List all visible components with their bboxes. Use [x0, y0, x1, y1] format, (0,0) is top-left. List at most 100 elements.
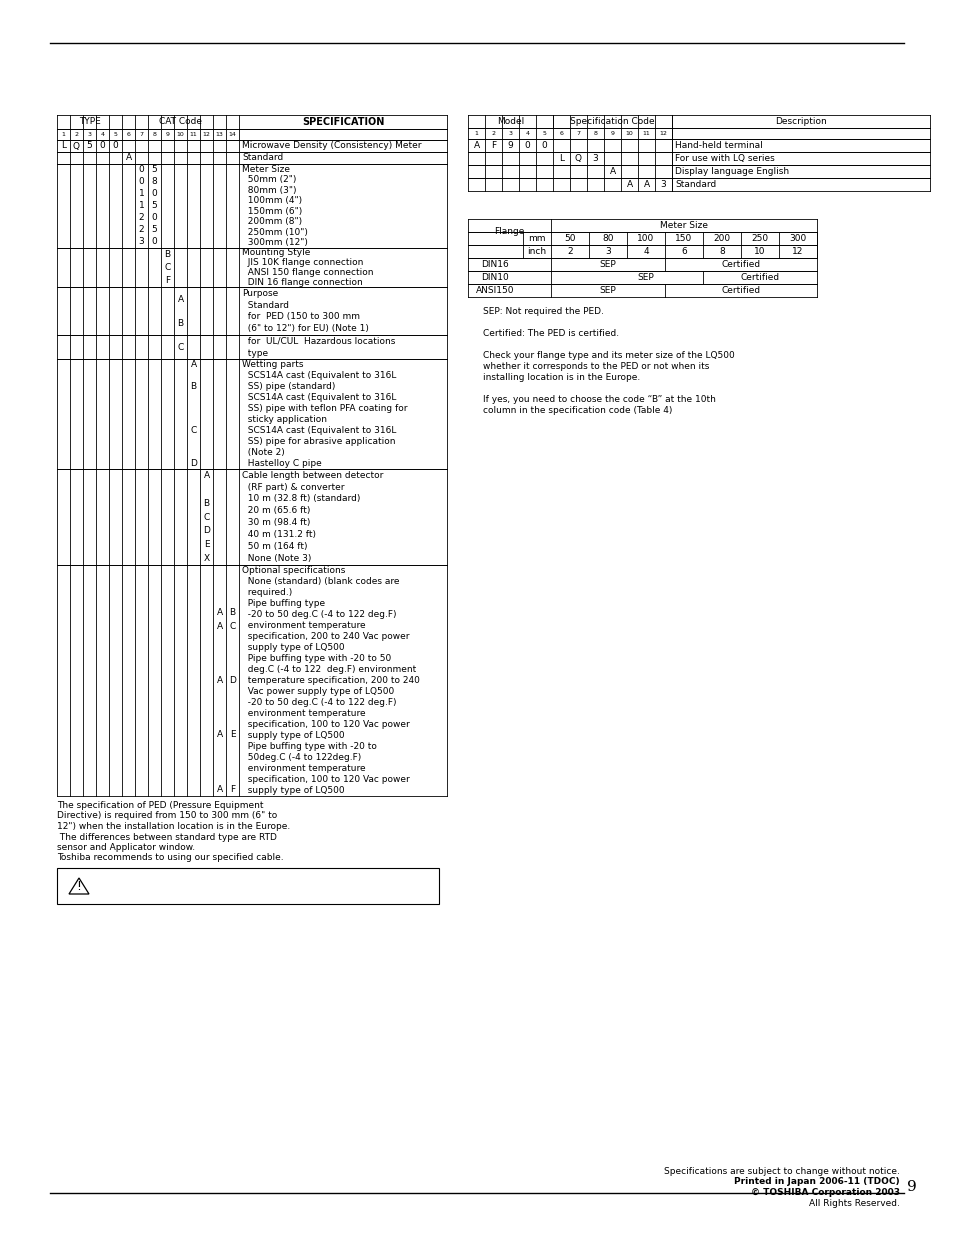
- Text: required.): required.): [242, 588, 292, 597]
- Text: SEP: SEP: [599, 287, 616, 295]
- Text: specification, 200 to 240 Vac power: specification, 200 to 240 Vac power: [242, 632, 409, 641]
- Text: A: A: [642, 180, 649, 189]
- Text: 5: 5: [152, 226, 157, 235]
- Text: 8: 8: [152, 132, 156, 137]
- Text: 0: 0: [152, 189, 157, 199]
- Text: sensor and Applicator window.: sensor and Applicator window.: [57, 844, 195, 852]
- Text: 80: 80: [601, 233, 613, 243]
- Text: 6: 6: [127, 132, 131, 137]
- Text: 250mm (10"): 250mm (10"): [242, 227, 308, 237]
- Text: None (Note 3): None (Note 3): [242, 555, 311, 563]
- Text: B: B: [164, 249, 171, 259]
- Text: 150mm (6"): 150mm (6"): [242, 206, 302, 216]
- Text: 200mm (8"): 200mm (8"): [242, 217, 302, 226]
- Text: CAT Code: CAT Code: [159, 117, 202, 126]
- Text: A: A: [216, 621, 222, 631]
- Text: 10: 10: [754, 247, 765, 256]
- Text: F: F: [491, 141, 496, 149]
- Text: A: A: [177, 294, 183, 304]
- Text: D: D: [190, 459, 196, 468]
- Text: D: D: [203, 526, 210, 535]
- Text: Specifications are subject to change without notice.: Specifications are subject to change wit…: [663, 1167, 899, 1176]
- Text: ANSI150: ANSI150: [476, 287, 515, 295]
- Text: 100mm (4"): 100mm (4"): [242, 196, 302, 205]
- Text: B: B: [203, 499, 210, 508]
- Text: DIN 16 flange connection: DIN 16 flange connection: [242, 278, 362, 287]
- Text: 5: 5: [152, 165, 157, 174]
- Text: 12: 12: [202, 132, 211, 137]
- Text: 150: 150: [675, 233, 692, 243]
- Text: 9: 9: [507, 141, 513, 149]
- Text: © TOSHIBA Corporation 2003: © TOSHIBA Corporation 2003: [750, 1188, 899, 1197]
- Text: 8: 8: [719, 247, 724, 256]
- Text: SS) pipe for abrasive application: SS) pipe for abrasive application: [242, 437, 395, 446]
- Text: A: A: [216, 608, 222, 618]
- Text: 4: 4: [525, 131, 529, 136]
- Text: 0: 0: [112, 142, 118, 151]
- Text: 0: 0: [99, 142, 105, 151]
- Text: 300: 300: [788, 233, 806, 243]
- Text: specification, 100 to 120 Vac power: specification, 100 to 120 Vac power: [242, 720, 410, 729]
- Text: 0: 0: [138, 178, 144, 186]
- Text: DIN16: DIN16: [481, 261, 509, 269]
- Text: A: A: [626, 180, 632, 189]
- Text: A: A: [216, 730, 222, 740]
- Text: Meter Size: Meter Size: [659, 221, 707, 230]
- Text: 0: 0: [152, 237, 157, 247]
- Text: A: A: [191, 359, 196, 369]
- Text: environment temperature: environment temperature: [242, 621, 365, 630]
- Text: Hand-held terminal: Hand-held terminal: [675, 141, 762, 149]
- Text: Q: Q: [575, 154, 581, 163]
- Text: 0: 0: [138, 165, 144, 174]
- Text: 5: 5: [87, 142, 92, 151]
- Text: 3: 3: [604, 247, 610, 256]
- Text: F: F: [165, 275, 170, 285]
- Text: 5: 5: [113, 132, 117, 137]
- Text: Pipe buffing type: Pipe buffing type: [242, 599, 325, 608]
- Text: supply type of LQ500: supply type of LQ500: [242, 731, 344, 740]
- Text: Cable length between detector: Cable length between detector: [242, 471, 383, 479]
- Text: C: C: [229, 621, 235, 631]
- Text: environment temperature: environment temperature: [242, 709, 365, 718]
- Text: (Note 2): (Note 2): [242, 448, 284, 457]
- Text: 50: 50: [563, 233, 576, 243]
- Text: L: L: [61, 142, 66, 151]
- Text: A: A: [473, 141, 479, 149]
- Text: 20 m (65.6 ft): 20 m (65.6 ft): [242, 506, 310, 515]
- Text: F: F: [230, 784, 234, 794]
- Text: 7: 7: [139, 132, 143, 137]
- Text: TYPE: TYPE: [78, 117, 100, 126]
- Text: Toshiba recommends to using our specified cable.: Toshiba recommends to using our specifie…: [57, 853, 283, 862]
- Text: Standard: Standard: [242, 300, 289, 310]
- Text: 200: 200: [713, 233, 730, 243]
- Text: mm: mm: [528, 233, 545, 243]
- Text: A: A: [203, 472, 210, 480]
- Text: D: D: [229, 676, 235, 685]
- Text: 40 m (131.2 ft): 40 m (131.2 ft): [242, 531, 315, 540]
- Text: SS) pipe (standard): SS) pipe (standard): [242, 382, 335, 391]
- Text: E: E: [230, 730, 235, 740]
- Text: 0: 0: [152, 214, 157, 222]
- Text: A: A: [216, 676, 222, 685]
- Text: 2: 2: [74, 132, 78, 137]
- Text: Pipe buffing type with -20 to 50: Pipe buffing type with -20 to 50: [242, 655, 391, 663]
- Text: 1: 1: [138, 201, 144, 210]
- Text: 80mm (3"): 80mm (3"): [242, 185, 296, 195]
- Text: environment temperature: environment temperature: [242, 764, 365, 773]
- Text: 5: 5: [542, 131, 546, 136]
- Text: for  PED (150 to 300 mm: for PED (150 to 300 mm: [242, 312, 359, 321]
- Text: 10: 10: [625, 131, 633, 136]
- Text: B: B: [177, 319, 183, 327]
- Text: specification, 100 to 120 Vac power: specification, 100 to 120 Vac power: [242, 776, 410, 784]
- Text: whether it corresponds to the PED or not when its: whether it corresponds to the PED or not…: [482, 362, 709, 370]
- Text: 8: 8: [152, 178, 157, 186]
- Text: All Rights Reserved.: All Rights Reserved.: [808, 1198, 899, 1208]
- Text: C: C: [191, 426, 196, 435]
- Text: supply type of LQ500: supply type of LQ500: [242, 643, 344, 652]
- Text: Vac power supply type of LQ500: Vac power supply type of LQ500: [242, 687, 394, 697]
- Text: For use with LQ series: For use with LQ series: [675, 154, 774, 163]
- Text: DIN10: DIN10: [481, 273, 509, 282]
- Text: !: !: [76, 879, 81, 893]
- Text: supply type of LQ500: supply type of LQ500: [242, 785, 344, 795]
- Text: 3: 3: [659, 180, 666, 189]
